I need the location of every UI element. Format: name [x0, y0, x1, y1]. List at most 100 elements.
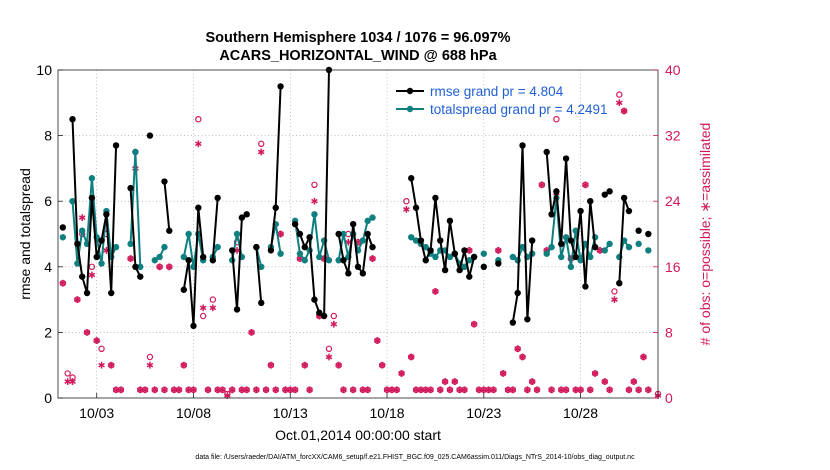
- spread-point: [369, 214, 376, 221]
- rmse-line-segment: [255, 247, 263, 303]
- rmse-point: [437, 237, 444, 244]
- rmse-point: [335, 230, 342, 238]
- obs-assimilated-point: [74, 296, 81, 303]
- legend-rmse-marker: [406, 87, 414, 95]
- obs-assimilated-point: [499, 370, 507, 377]
- obs-assimilated-point: [151, 386, 159, 394]
- rmse-point: [74, 240, 81, 248]
- spread-point: [422, 243, 429, 251]
- rmse-point: [446, 217, 454, 225]
- obs-assimilated-point: [262, 386, 270, 394]
- obs-assimilated-point: [533, 386, 541, 394]
- rmse-point: [408, 175, 415, 182]
- spread-point: [296, 250, 304, 257]
- rmse-point: [209, 257, 217, 264]
- obs-assimilated-point: [219, 386, 226, 394]
- rmse-point: [591, 243, 599, 251]
- spread-point: [446, 253, 454, 261]
- obs-assimilated-point: [117, 386, 125, 394]
- rmse-point: [461, 247, 468, 254]
- obs-assimilated-point: [195, 140, 202, 148]
- spread-point: [325, 257, 333, 264]
- obs-assimilated-point: [180, 361, 188, 369]
- obs-assimilated-point: [88, 271, 96, 279]
- obs-assimilated-point: [165, 263, 173, 271]
- obs-assimilated-point: [267, 361, 275, 369]
- rmse-point: [306, 234, 313, 241]
- obs-assimilated-point: [519, 353, 526, 361]
- obs-assimilated-point: [407, 353, 415, 361]
- rmse-point: [146, 132, 154, 139]
- x-tick-label: 10/28: [563, 405, 598, 421]
- spread-point: [625, 243, 633, 251]
- spread-point: [432, 253, 439, 261]
- rmse-point: [190, 322, 197, 330]
- obs-assimilated-point: [93, 337, 101, 344]
- spread-point: [577, 257, 584, 264]
- rmse-point: [509, 319, 517, 326]
- obs-assimilated-point: [528, 378, 536, 385]
- rmse-line-segment: [163, 181, 171, 231]
- obs-assimilated-point: [630, 378, 638, 385]
- obs-assimilated-point: [640, 353, 647, 361]
- spread-point: [543, 250, 550, 257]
- obs-assimilated-point: [586, 386, 594, 394]
- rmse-point: [93, 253, 100, 261]
- rmse-point: [572, 253, 579, 261]
- rmse-point: [301, 243, 308, 251]
- obs-assimilated-point: [83, 329, 91, 336]
- obs-possible-point: [64, 370, 71, 377]
- rmse-point: [277, 83, 284, 90]
- obs-assimilated-point: [228, 386, 236, 394]
- obs-assimilated-point: [606, 386, 613, 394]
- spread-point: [69, 198, 76, 205]
- x-tick-label: 10/18: [370, 405, 405, 421]
- y-tick-label: 0: [44, 390, 52, 406]
- x-tick-label: 10/08: [176, 405, 211, 421]
- rmse-point: [112, 142, 120, 149]
- obs-assimilated-point: [398, 370, 405, 377]
- obs-possible-point: [325, 345, 333, 352]
- spread-point: [88, 175, 96, 182]
- obs-assimilated-point: [127, 255, 134, 262]
- rmse-point: [137, 273, 144, 280]
- rmse-point: [495, 260, 502, 267]
- obs-assimilated-point: [645, 386, 652, 394]
- obs-assimilated-point: [635, 386, 642, 394]
- rmse-point: [635, 227, 642, 234]
- rmse-point: [185, 257, 192, 264]
- rmse-point: [258, 299, 265, 307]
- spread-point: [364, 217, 371, 225]
- obs-assimilated-point: [78, 214, 86, 221]
- rmse-point: [83, 289, 91, 297]
- rmse-point: [577, 207, 584, 215]
- rmse-point: [567, 237, 575, 244]
- y2-tick-label: 32: [665, 128, 681, 144]
- spread-point: [548, 243, 555, 251]
- obs-assimilated-point: [175, 386, 183, 394]
- obs-assimilated-point: [378, 361, 386, 369]
- obs-assimilated-point: [146, 361, 154, 369]
- obs-possible-point: [403, 197, 410, 205]
- obs-assimilated-point: [204, 386, 212, 394]
- obs-assimilated-point: [591, 370, 599, 377]
- x-tick-label: 10/23: [466, 405, 501, 421]
- rmse-point: [558, 240, 565, 248]
- obs-possible-point: [616, 91, 623, 98]
- spread-point: [137, 263, 144, 270]
- rmse-point: [272, 204, 279, 211]
- spread-point: [606, 240, 613, 248]
- rmse-point: [427, 247, 434, 254]
- spread-point: [127, 240, 134, 248]
- spread-point: [185, 230, 192, 238]
- rmse-point: [587, 198, 594, 205]
- spread-point: [59, 234, 67, 241]
- rmse-line-segment: [71, 119, 118, 294]
- rmse-point: [311, 296, 318, 303]
- obs-assimilated-point: [615, 99, 623, 107]
- spread-point: [466, 257, 473, 264]
- rmse-point: [582, 283, 589, 290]
- spread-point: [340, 230, 347, 238]
- spread-point: [412, 237, 420, 244]
- rmse-point: [214, 194, 221, 202]
